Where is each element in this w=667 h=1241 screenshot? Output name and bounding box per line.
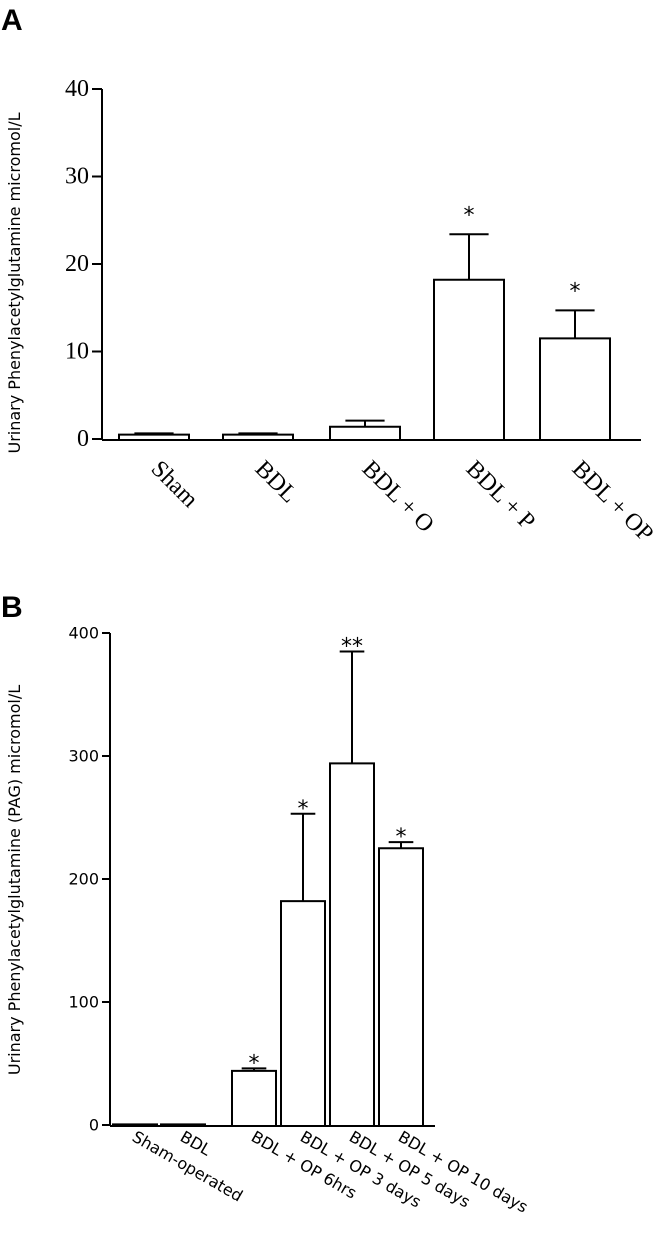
panel-a-bar — [539, 337, 611, 441]
panel-b-y-tick-label: 200 — [68, 870, 99, 889]
panel-b-significance-marker: * — [249, 1051, 260, 1076]
panel-a-y-tick-label: 40 — [65, 76, 89, 102]
panel-b-significance-marker: ** — [341, 634, 363, 659]
panel-b-letter: B — [1, 591, 23, 624]
panel-a-y-tick-label: 30 — [65, 164, 89, 190]
panel-b-significance-marker: * — [298, 797, 309, 822]
panel-b-bar — [231, 1069, 277, 1128]
panel-a-significance-marker: * — [570, 279, 581, 304]
panel-b-y-tick-label: 400 — [68, 624, 99, 643]
panel-b-bar — [329, 762, 375, 1127]
panel-b-bar — [378, 847, 424, 1127]
panel-a-chart: 0 10 20 30 40 Sham BDL BDL + O * BDL + P * BDL + OP — [65, 76, 658, 547]
panel-a-y-tick-label: 10 — [65, 339, 89, 365]
panel-b-y-tick-label: 300 — [68, 747, 99, 766]
panel-b-bar — [112, 1123, 158, 1128]
panel-a-category-label: Sham — [146, 456, 203, 513]
panel-b-bar — [160, 1123, 206, 1128]
panel-b-y-tick-label: 100 — [68, 993, 99, 1012]
panel-b-bar — [280, 900, 326, 1128]
panel-a-y-tick-label: 20 — [65, 251, 89, 277]
panel-a-significance-marker: * — [464, 203, 475, 228]
panel-a-category-label: BDL + P — [461, 456, 540, 535]
panel-b-y-axis-label: Urinary Phenylacetylglutamine (PAG) micr… — [5, 685, 24, 1075]
panel-b-y-tick-label: 0 — [89, 1116, 99, 1135]
panel-a-category-label: BDL — [250, 456, 302, 508]
panel-a-bar — [118, 433, 190, 441]
panel-a-category-label: BDL + OP — [567, 456, 658, 547]
panel-a-letter: A — [1, 4, 23, 37]
panel-b-significance-marker: * — [396, 825, 407, 850]
panel-a-category-label: BDL + O — [357, 456, 439, 538]
panel-a-bar — [433, 278, 505, 441]
panel-a-y-axis-label: Urinary Phenylacetylglutamine micromol/L — [5, 112, 24, 453]
panel-a-y-tick-label: 0 — [77, 426, 89, 452]
panel-a-bar — [329, 425, 401, 441]
panel-a-bar — [222, 433, 294, 441]
